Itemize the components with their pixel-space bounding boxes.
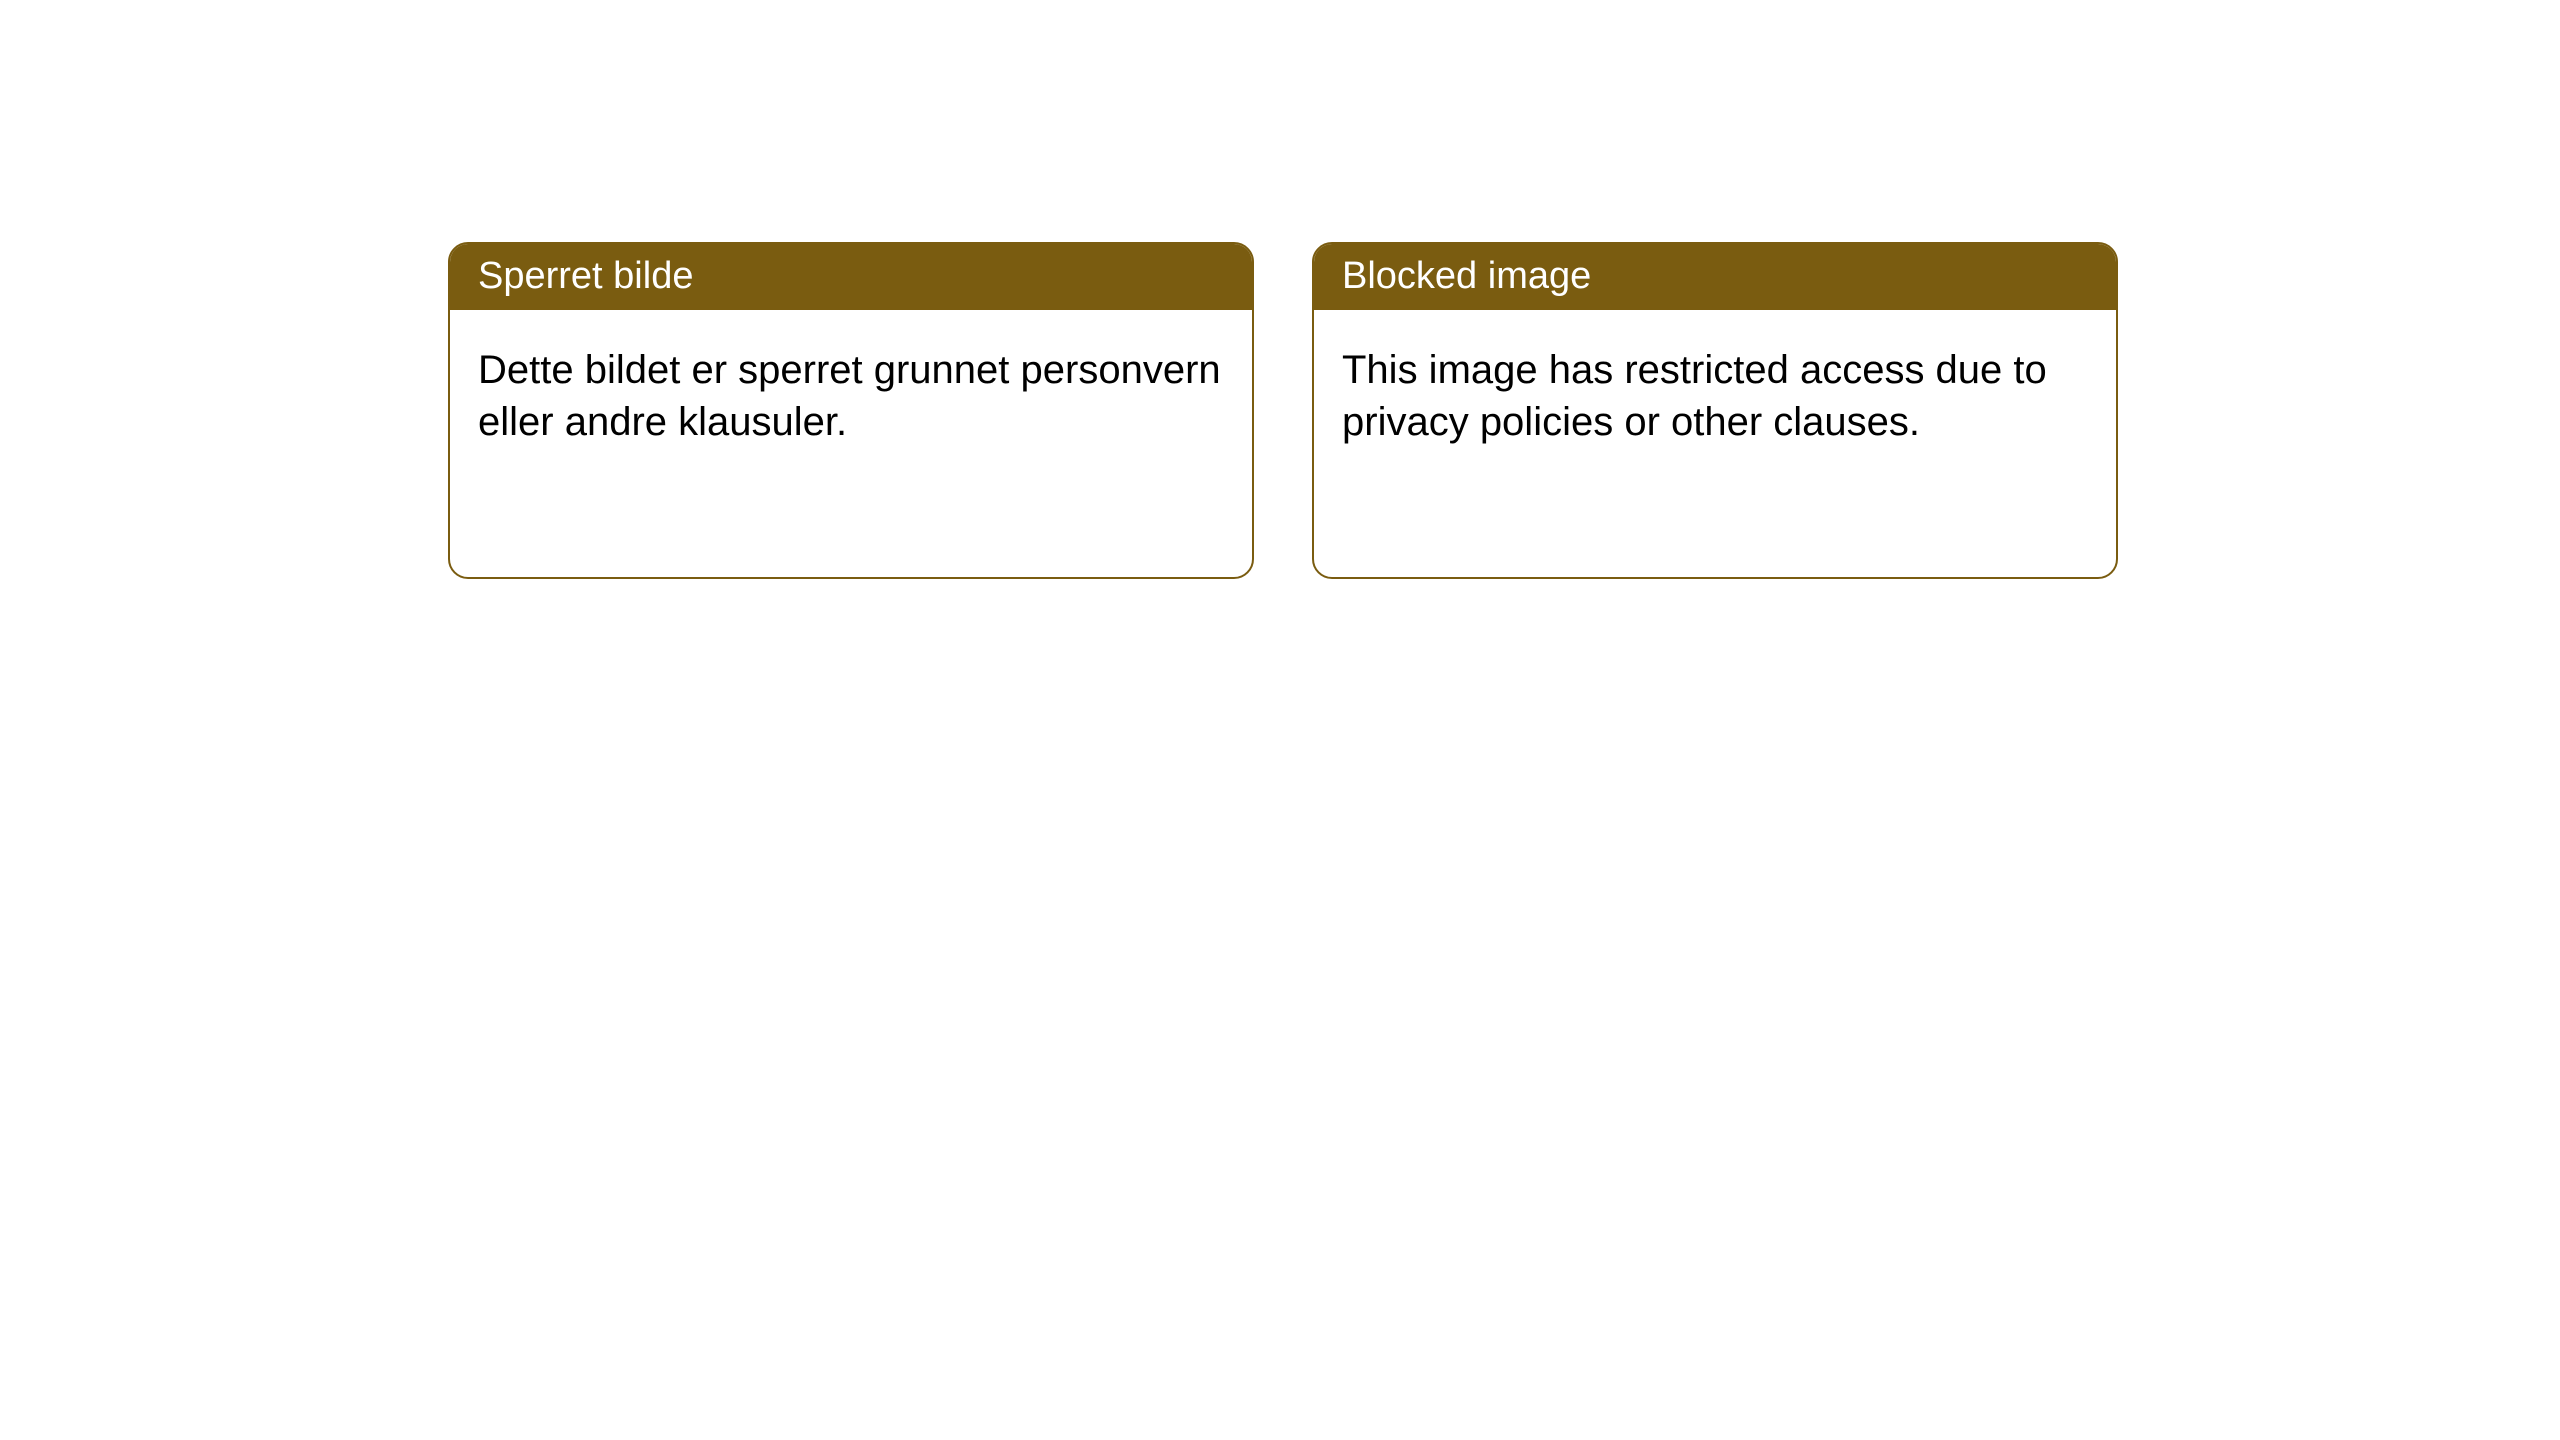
message-container: Sperret bilde Dette bildet er sperret gr… <box>0 0 2560 579</box>
card-text-en: This image has restricted access due to … <box>1342 348 2047 444</box>
card-body-en: This image has restricted access due to … <box>1314 310 2116 482</box>
card-text-no: Dette bildet er sperret grunnet personve… <box>478 348 1221 444</box>
blocked-image-card-no: Sperret bilde Dette bildet er sperret gr… <box>448 242 1254 579</box>
card-header-en: Blocked image <box>1314 244 2116 310</box>
card-title-no: Sperret bilde <box>478 255 693 297</box>
card-body-no: Dette bildet er sperret grunnet personve… <box>450 310 1252 482</box>
blocked-image-card-en: Blocked image This image has restricted … <box>1312 242 2118 579</box>
card-title-en: Blocked image <box>1342 255 1591 297</box>
card-header-no: Sperret bilde <box>450 244 1252 310</box>
